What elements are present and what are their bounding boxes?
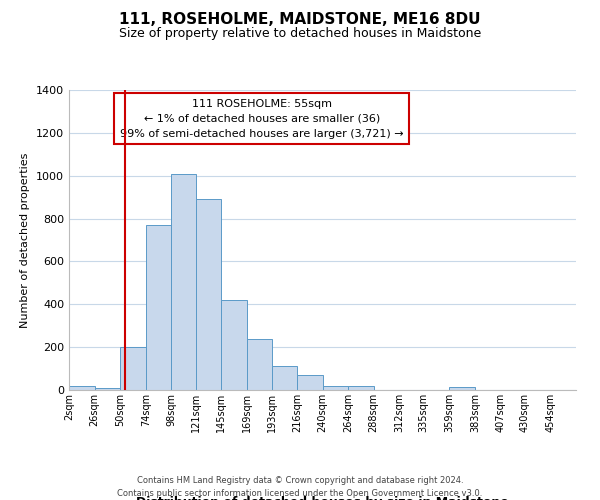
Text: 111, ROSEHOLME, MAIDSTONE, ME16 8DU: 111, ROSEHOLME, MAIDSTONE, ME16 8DU [119, 12, 481, 28]
Bar [221, 300, 247, 390]
Y-axis label: Number of detached properties: Number of detached properties [20, 152, 31, 328]
Bar [69, 386, 95, 390]
Bar [196, 200, 221, 390]
Text: 111 ROSEHOLME: 55sqm
← 1% of detached houses are smaller (36)
99% of semi-detach: 111 ROSEHOLME: 55sqm ← 1% of detached ho… [120, 99, 403, 138]
Bar [449, 387, 475, 390]
Text: Size of property relative to detached houses in Maidstone: Size of property relative to detached ho… [119, 28, 481, 40]
Bar [171, 174, 196, 390]
Text: Contains HM Land Registry data © Crown copyright and database right 2024.
Contai: Contains HM Land Registry data © Crown c… [118, 476, 482, 498]
Bar [323, 386, 348, 390]
Bar [272, 366, 297, 390]
Bar [95, 388, 120, 390]
Bar [120, 347, 146, 390]
X-axis label: Distribution of detached houses by size in Maidstone: Distribution of detached houses by size … [136, 496, 509, 500]
Bar [297, 375, 323, 390]
Bar [348, 386, 374, 390]
Bar [247, 338, 272, 390]
Bar [146, 225, 171, 390]
